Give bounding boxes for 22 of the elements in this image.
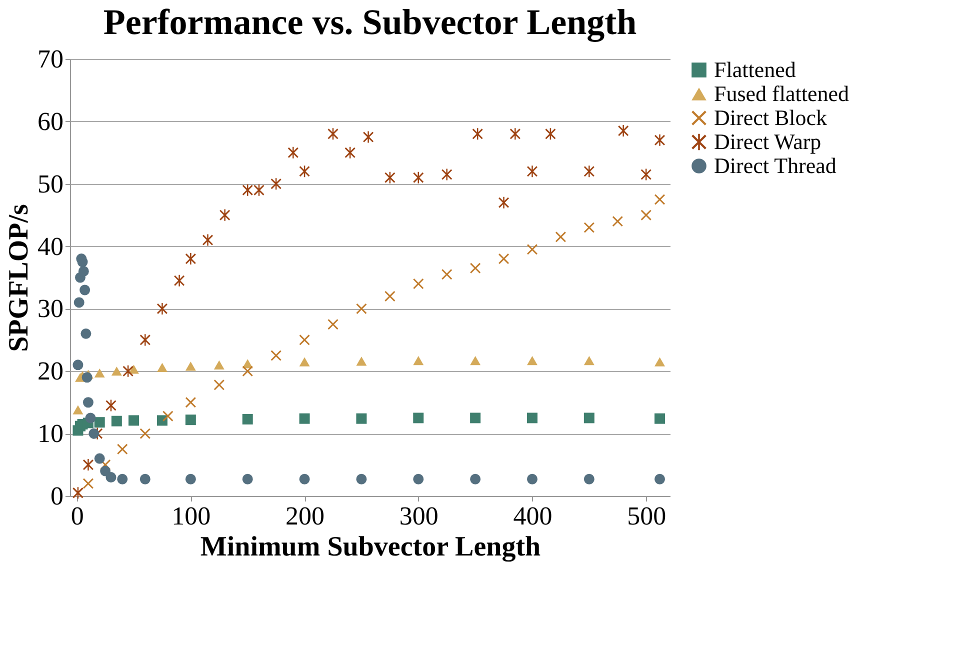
legend-label: Direct Warp bbox=[714, 129, 822, 154]
y-tick-label: 30 bbox=[38, 294, 64, 324]
y-tick-label: 50 bbox=[38, 169, 64, 198]
y-tick-label: 70 bbox=[38, 44, 64, 74]
x-tick-label: 500 bbox=[627, 502, 666, 530]
y-tick-label: 60 bbox=[38, 106, 64, 136]
legend-label: Fused flattened bbox=[714, 81, 850, 106]
y-tick-label: 20 bbox=[38, 356, 64, 386]
legend-label: Direct Block bbox=[714, 105, 828, 130]
y-tick-label: 0 bbox=[50, 482, 64, 510]
x-axis-title: Minimum Subvector Length bbox=[200, 532, 542, 562]
x-tick-label: 400 bbox=[513, 502, 552, 530]
x-tick-label: 100 bbox=[172, 502, 211, 530]
chart-title: Performance vs. Subvector Length bbox=[103, 2, 637, 42]
x-tick-label: 300 bbox=[399, 502, 438, 530]
legend-label: Direct Thread bbox=[714, 153, 836, 178]
y-tick-label: 40 bbox=[38, 232, 64, 261]
y-axis-title: SPGFLOP/s bbox=[4, 204, 34, 352]
y-tick-label: 10 bbox=[38, 419, 64, 448]
x-tick-label: 200 bbox=[286, 502, 325, 530]
x-tick-label: 0 bbox=[70, 502, 84, 530]
legend-label: Flattened bbox=[714, 57, 796, 82]
